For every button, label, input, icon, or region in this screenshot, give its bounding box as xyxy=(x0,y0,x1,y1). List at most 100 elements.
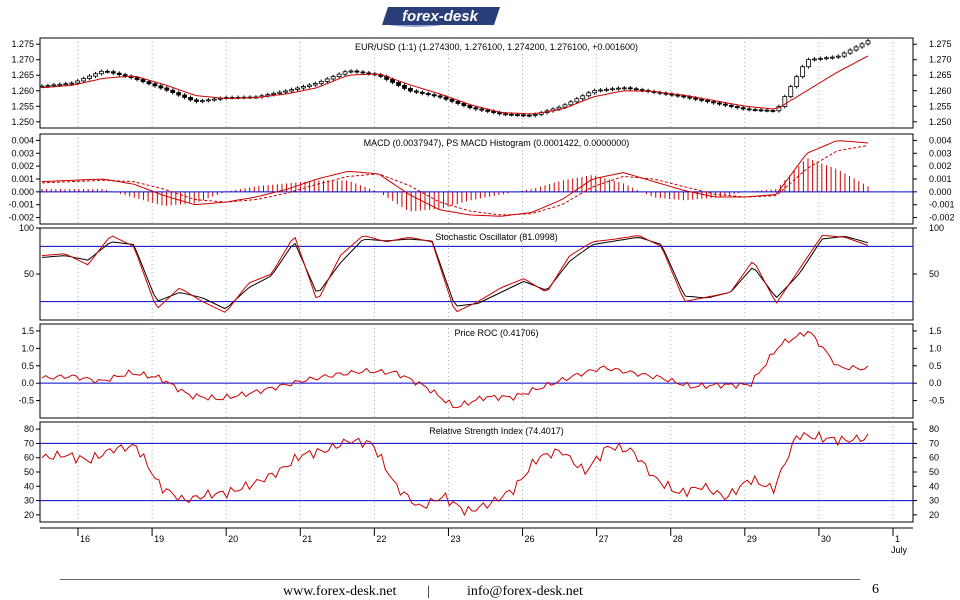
panel-frame xyxy=(39,37,914,129)
panel-price: 1.275 1.275 1.270 1.270 1.265 1.265 1.260 1.260… xyxy=(11,37,952,129)
candle-body xyxy=(610,88,615,91)
candle-body xyxy=(758,109,764,112)
y-tick-label-right: 0.001 xyxy=(929,174,952,184)
logo-text: forex-desk xyxy=(402,8,479,25)
y-tick-label-left: 100 xyxy=(19,223,34,233)
candle-body xyxy=(182,94,188,98)
candle-body xyxy=(134,77,140,80)
y-tick-label-left: 1.275 xyxy=(11,39,34,49)
candle-body xyxy=(782,96,788,107)
candle-body xyxy=(835,55,841,58)
candle-body xyxy=(425,93,431,96)
panel-title: EUR/USD (1:1) (1.274300, 1.276100, 1.274… xyxy=(355,42,638,52)
candle-body xyxy=(675,94,681,97)
candle-body xyxy=(687,96,693,99)
y-tick-label-left: 70 xyxy=(24,438,34,448)
candle-body xyxy=(87,75,92,79)
y-tick-label-right: 1.255 xyxy=(929,101,952,111)
logo-graphic: forex-desk xyxy=(382,7,500,27)
y-tick-label-right: 100 xyxy=(929,223,944,233)
candle-body xyxy=(194,99,199,102)
candle-body xyxy=(396,81,401,86)
candle-body xyxy=(865,40,871,45)
candle-body xyxy=(592,90,598,94)
footer-email[interactable]: info@forex-desk.net xyxy=(467,584,583,599)
candle-body xyxy=(752,109,758,111)
candle-body xyxy=(301,86,306,89)
candle-body xyxy=(63,83,69,86)
candle-body xyxy=(532,114,538,116)
candle-body xyxy=(330,76,336,80)
candle-body xyxy=(621,87,627,90)
panel-roc: 1.5 1.5 1.0 1.0 0.5 0.5 0.0 0.0 -0.5 -0.5 Price RO… xyxy=(18,323,945,419)
candle-body xyxy=(110,71,116,74)
y-tick-label-right: 1.275 xyxy=(929,39,952,49)
candle-body xyxy=(627,87,633,90)
candle-body xyxy=(318,80,324,84)
candle-body xyxy=(431,94,437,97)
y-tick-label-right: 20 xyxy=(929,510,939,520)
y-tick-label-right: 0.0 xyxy=(929,378,942,388)
roc-line xyxy=(41,330,869,409)
candle-body xyxy=(152,83,158,87)
candle-body xyxy=(728,104,734,107)
candle-body xyxy=(841,52,847,57)
candle-body xyxy=(818,57,823,60)
footer-website[interactable]: www.forex-desk.net xyxy=(283,584,397,599)
y-tick-label-right: 50 xyxy=(929,269,939,279)
candle-body xyxy=(354,70,360,73)
candle-body xyxy=(770,110,776,112)
x-tick-label: 1 xyxy=(895,534,900,544)
y-tick-label-left: -0.5 xyxy=(18,396,34,406)
candle-body xyxy=(717,102,722,105)
candle-body xyxy=(211,98,217,101)
page-number: 6 xyxy=(872,582,879,597)
y-tick-label-left: 50 xyxy=(24,467,34,477)
panel-macd: 0.004 0.004 0.003 0.003 0.002 0.002 0.001 0.001… xyxy=(8,133,955,225)
y-tick-label-left: 0.5 xyxy=(21,361,34,371)
y-tick-label-right: 60 xyxy=(929,453,939,463)
y-tick-label-right: 1.260 xyxy=(929,86,952,96)
candle-body xyxy=(568,101,574,106)
candle-body xyxy=(503,113,508,116)
candle-body xyxy=(277,91,283,94)
macd-histogram xyxy=(41,158,869,212)
candle-body xyxy=(104,70,110,73)
y-tick-label-left: 1.260 xyxy=(11,86,34,96)
x-tick-label: 16 xyxy=(80,534,90,544)
y-tick-label-left: 1.265 xyxy=(11,70,34,80)
y-tick-label-left: 80 xyxy=(24,424,34,434)
x-tick-label: 29 xyxy=(747,534,757,544)
candle-body xyxy=(722,103,728,106)
candle-body xyxy=(509,113,514,116)
candle-body xyxy=(633,88,639,91)
y-tick-label-left: 1.270 xyxy=(11,55,34,65)
candle-body xyxy=(289,89,294,92)
candle-body xyxy=(764,109,770,112)
x-tick-label: 26 xyxy=(525,534,535,544)
candle-body xyxy=(295,87,300,90)
candle-body xyxy=(812,58,817,61)
footer-rule xyxy=(60,579,860,580)
candle-body xyxy=(788,86,794,97)
panel-title: Price ROC (0.41706) xyxy=(454,328,538,338)
indicator-panels: 1.275 1.275 1.270 1.270 1.265 1.265 1.260 1.260… xyxy=(8,37,955,523)
candle-body xyxy=(312,83,318,86)
candle-body xyxy=(200,100,205,103)
candle-body xyxy=(699,98,705,101)
candle-body xyxy=(740,107,746,110)
x-axis-month-label: July xyxy=(891,545,908,555)
chart-area: 1.275 1.275 1.270 1.270 1.265 1.265 1.260 1.260… xyxy=(8,37,955,555)
candle-body xyxy=(116,72,122,76)
y-tick-label-left: 60 xyxy=(24,453,34,463)
footer-separator: | xyxy=(427,584,430,599)
candle-body xyxy=(520,114,526,117)
y-tick-label-right: 0.000 xyxy=(929,187,952,197)
candle-body xyxy=(853,46,859,51)
candle-body xyxy=(794,76,800,88)
candle-body xyxy=(705,100,710,103)
candle-body xyxy=(580,95,586,100)
candle-body xyxy=(93,73,98,77)
y-tick-label-left: -0.001 xyxy=(8,200,34,210)
